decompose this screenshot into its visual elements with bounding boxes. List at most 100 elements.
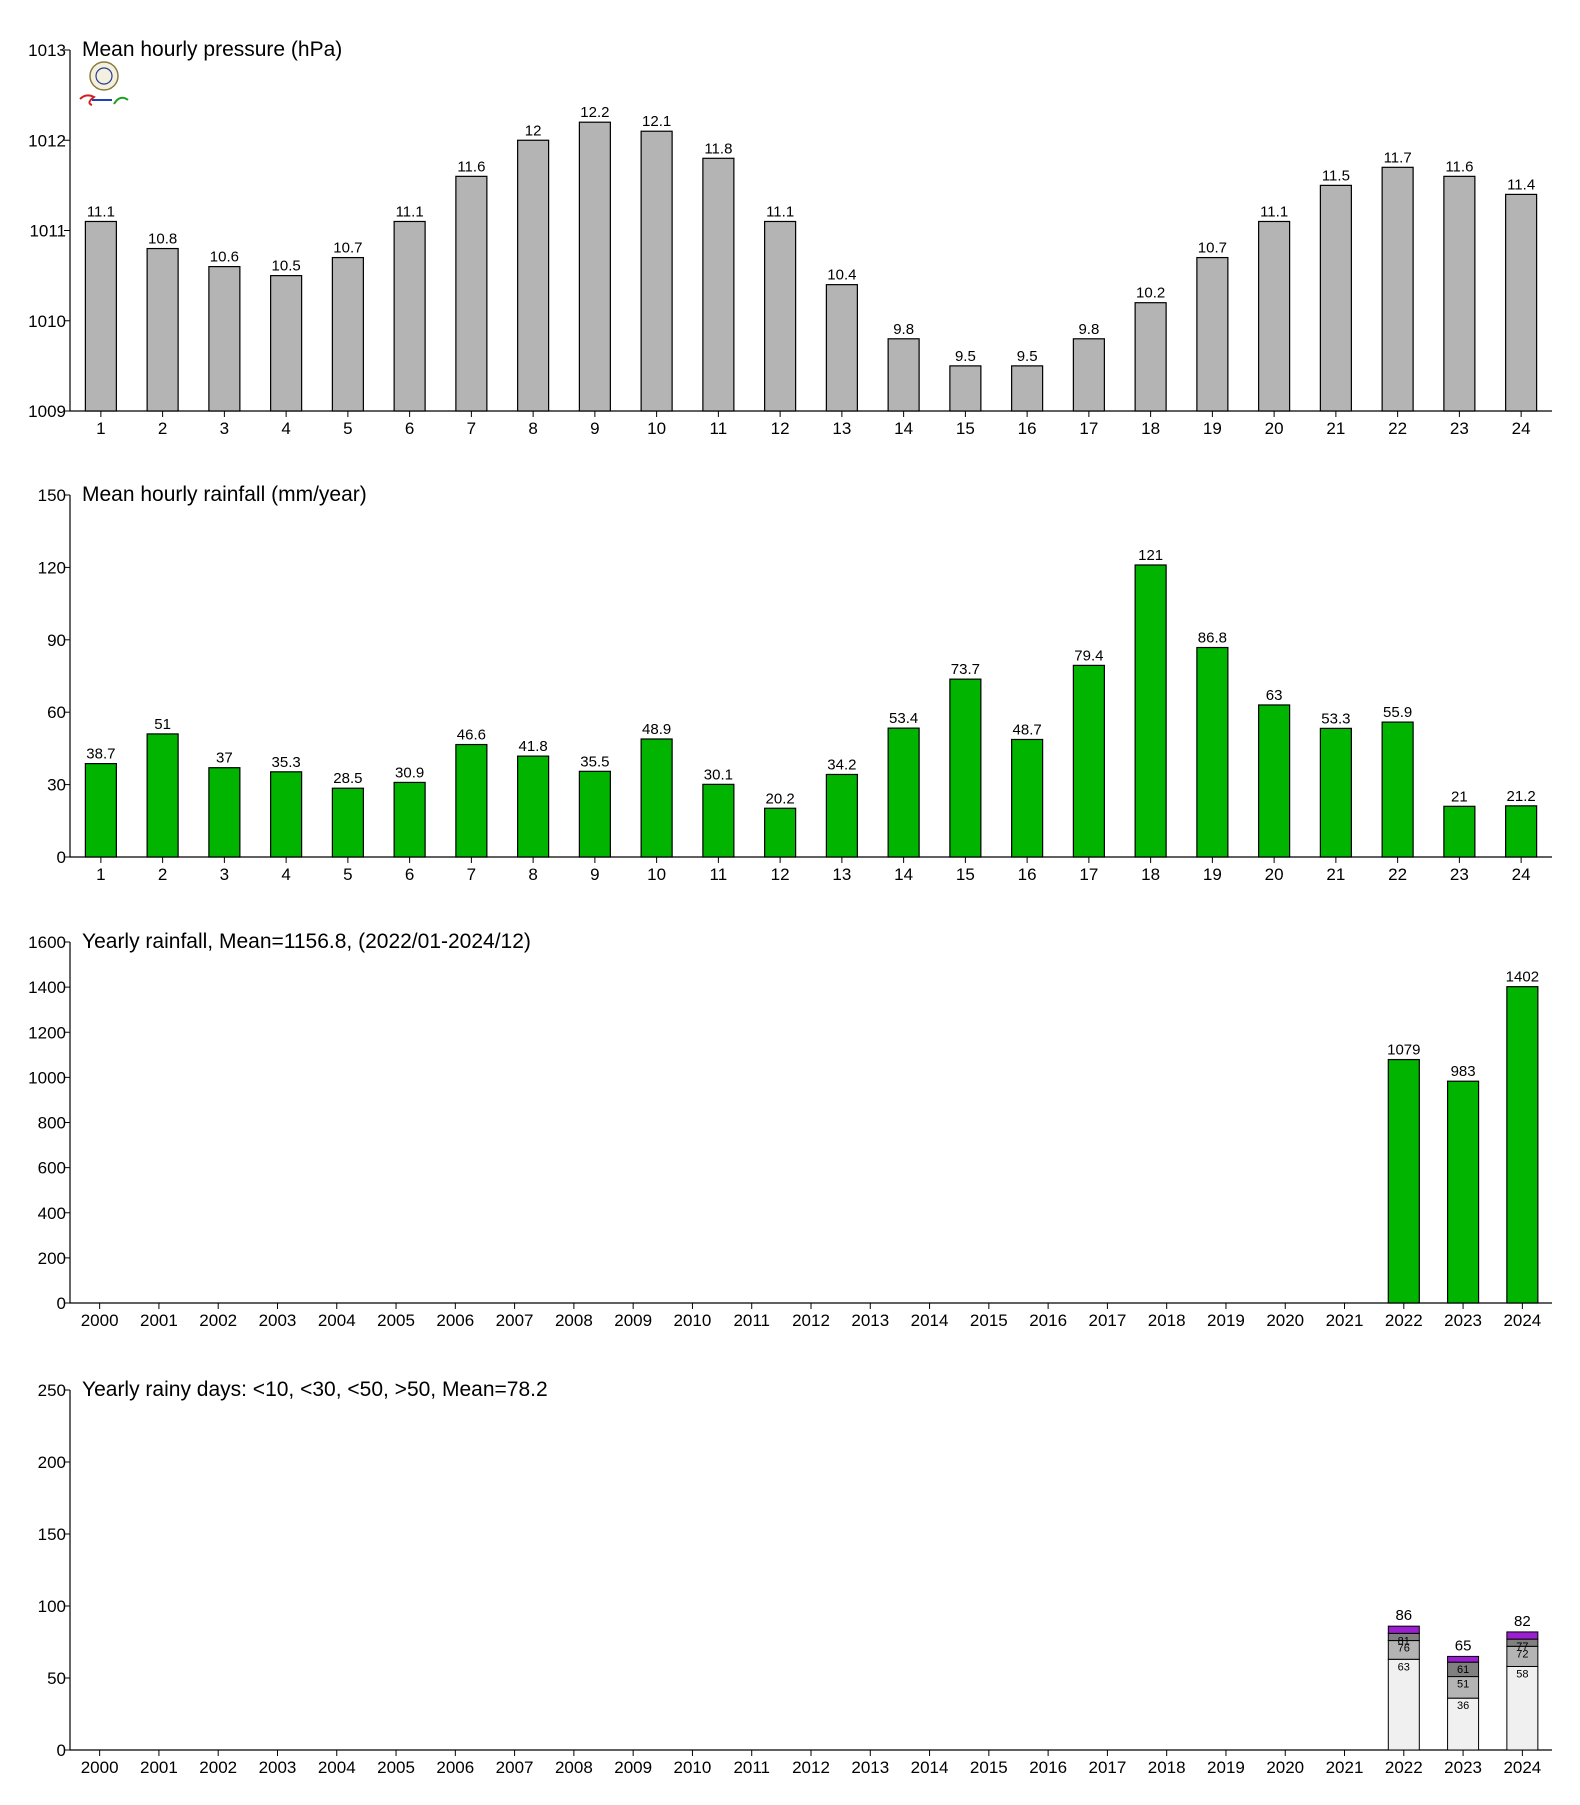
x-tick-label: 2020 [1266, 1758, 1304, 1777]
bar [578, 770, 611, 858]
x-tick-label: 24 [1512, 419, 1531, 438]
segment-label: 58 [1516, 1668, 1528, 1680]
x-tick-label: 16 [1018, 865, 1037, 884]
data-label: 1402 [1506, 969, 1539, 986]
bar [1072, 664, 1105, 858]
x-tick-label: 2007 [496, 1311, 534, 1330]
bar [84, 220, 117, 412]
data-label: 79.4 [1074, 647, 1103, 664]
segment-gt50 [1506, 1631, 1539, 1640]
x-tick-label: 2009 [614, 1758, 652, 1777]
x-tick-label: 2 [158, 419, 167, 438]
y-tick-label: 600 [38, 1159, 66, 1178]
data-label: 34.2 [827, 756, 856, 773]
bar [825, 284, 858, 412]
x-tick-label: 2 [158, 865, 167, 884]
data-label: 20.2 [766, 790, 795, 807]
x-tick-label: 2018 [1148, 1758, 1186, 1777]
data-label: 11.6 [457, 158, 485, 175]
data-label: 12.1 [642, 113, 671, 130]
bar [146, 733, 179, 858]
y-tick-label: 100 [38, 1597, 66, 1616]
x-tick-label: 5 [343, 865, 352, 884]
data-label: 38.7 [86, 746, 115, 763]
y-tick-label: 1013 [28, 41, 66, 60]
data-label: 11.1 [1260, 203, 1288, 220]
x-tick-label: 2008 [555, 1311, 593, 1330]
bar [331, 256, 364, 412]
x-tick-label: 2001 [140, 1758, 178, 1777]
bar [393, 781, 426, 858]
bar [825, 773, 858, 858]
x-tick-label: 2010 [674, 1758, 712, 1777]
segment-label: 61 [1457, 1664, 1469, 1676]
x-tick-label: 2000 [81, 1758, 119, 1777]
x-tick-label: 2016 [1029, 1311, 1067, 1330]
x-tick-label: 2017 [1088, 1311, 1126, 1330]
segment-label: 72 [1516, 1648, 1528, 1660]
x-tick-label: 12 [771, 419, 790, 438]
data-label: 30.1 [704, 766, 733, 783]
data-label: 121 [1138, 547, 1163, 564]
data-label: 35.5 [580, 753, 609, 770]
data-label: 9.8 [893, 321, 914, 338]
x-tick-label: 24 [1512, 865, 1531, 884]
x-tick-label: 7 [467, 419, 476, 438]
data-label: 21 [1451, 788, 1468, 805]
x-tick-label: 2021 [1326, 1758, 1364, 1777]
bar [949, 365, 982, 412]
bar [887, 727, 920, 858]
segment-label: 51 [1457, 1679, 1469, 1691]
bar [1319, 727, 1352, 858]
x-tick-label: 20 [1265, 865, 1284, 884]
data-label: 10.8 [148, 231, 177, 248]
bar [764, 807, 797, 858]
x-tick-label: 9 [590, 865, 599, 884]
x-tick-label: 10 [647, 865, 666, 884]
segment-label: 77 [1516, 1641, 1528, 1653]
x-tick-label: 2000 [81, 1311, 119, 1330]
x-tick-label: 2002 [199, 1758, 237, 1777]
y-tick-label: 1000 [28, 1068, 66, 1087]
bar [1011, 365, 1044, 412]
x-tick-label: 1 [96, 865, 105, 884]
bar [1258, 704, 1291, 858]
data-label: 48.7 [1013, 721, 1042, 738]
bar [702, 783, 735, 858]
data-label: 11.7 [1384, 149, 1412, 166]
x-tick-label: 19 [1203, 419, 1222, 438]
x-tick-label: 2003 [259, 1758, 297, 1777]
x-tick-label: 2024 [1503, 1311, 1541, 1330]
total-label: 65 [1455, 1637, 1472, 1654]
x-tick-label: 2001 [140, 1311, 178, 1330]
total-label: 82 [1514, 1613, 1531, 1630]
bar [1443, 175, 1476, 412]
x-tick-label: 2016 [1029, 1758, 1067, 1777]
y-tick-label: 1011 [29, 222, 66, 241]
data-label: 9.5 [1017, 348, 1038, 365]
data-label: 48.9 [642, 721, 671, 738]
x-tick-label: 2012 [792, 1758, 830, 1777]
x-tick-label: 2003 [259, 1311, 297, 1330]
x-tick-label: 15 [956, 865, 975, 884]
data-label: 55.9 [1383, 704, 1412, 721]
bar [84, 763, 117, 858]
y-tick-label: 50 [47, 1669, 66, 1688]
bar [208, 767, 241, 858]
x-tick-label: 22 [1388, 419, 1407, 438]
x-tick-label: 2023 [1444, 1311, 1482, 1330]
x-tick-label: 9 [590, 419, 599, 438]
bar [1258, 220, 1291, 412]
x-tick-label: 2015 [970, 1311, 1008, 1330]
y-tick-label: 400 [38, 1204, 66, 1223]
x-tick-label: 6 [405, 419, 414, 438]
bar [1134, 302, 1167, 412]
bar [1319, 184, 1352, 412]
chart-panel-4: Yearly rainy days: <10, <30, <50, >50, M… [38, 1378, 1552, 1777]
data-label: 73.7 [951, 661, 980, 678]
x-tick-label: 18 [1141, 865, 1160, 884]
x-tick-label: 2015 [970, 1758, 1008, 1777]
x-tick-label: 2007 [496, 1758, 534, 1777]
x-tick-label: 14 [894, 865, 913, 884]
